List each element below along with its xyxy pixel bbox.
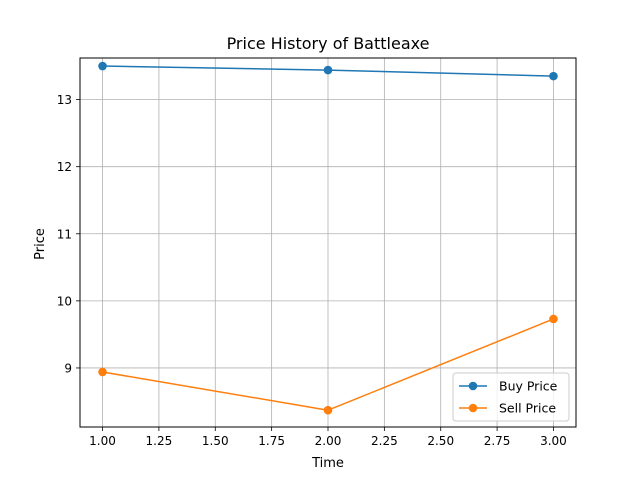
series-layer: [98, 61, 558, 415]
legend-label-buy-price: Buy Price: [499, 379, 558, 394]
x-tick-label: 3.00: [540, 434, 567, 448]
data-point-buy-price: [323, 65, 333, 75]
y-tick-label: 11: [57, 227, 72, 241]
grid: [80, 58, 576, 427]
legend-label-sell-price: Sell Price: [499, 401, 556, 416]
axis-ticks: 1.00 1.25 1.50 1.75 2.00 2.25 2.50 2.75 3.00 9 10 1…: [57, 93, 567, 448]
y-tick-label: 13: [57, 93, 72, 107]
x-tick-label: 2.00: [315, 434, 342, 448]
y-tick-label: 10: [57, 294, 72, 308]
x-tick-label: 1.00: [89, 434, 116, 448]
data-point-sell-price: [98, 367, 107, 377]
x-tick-label: 1.50: [202, 434, 229, 448]
x-tick-label: 1.25: [146, 434, 173, 448]
legend-box: [452, 372, 570, 422]
x-axis-label: Time: [311, 456, 344, 471]
data-point-sell-price: [549, 314, 558, 324]
x-tick-label: 2.50: [427, 434, 454, 448]
data-point-buy-price: [98, 61, 107, 71]
legend-marker-buy-price: [468, 381, 478, 391]
data-point-buy-price: [549, 71, 558, 81]
legend-marker-sell-price: [468, 403, 478, 413]
data-point-sell-price: [323, 405, 333, 415]
x-tick-label: 2.25: [371, 434, 398, 448]
x-tick-label: 2.75: [484, 434, 511, 448]
y-tick-label: 12: [57, 160, 72, 174]
legend: Buy Price Sell Price: [452, 372, 570, 422]
y-axis-label: Price: [33, 228, 48, 260]
chart-title: Price History of Battleaxe: [227, 34, 430, 53]
x-tick-label: 1.75: [258, 434, 285, 448]
y-tick-label: 9: [64, 361, 72, 375]
